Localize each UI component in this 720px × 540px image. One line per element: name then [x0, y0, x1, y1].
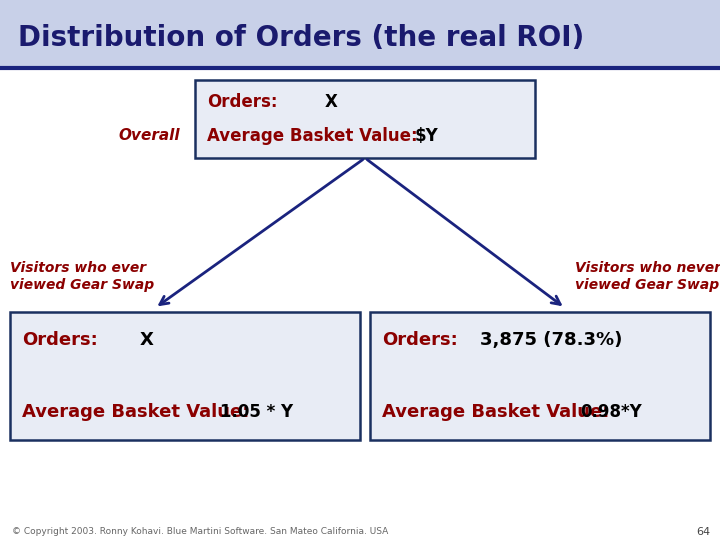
Text: Visitors who never: Visitors who never	[575, 261, 720, 275]
Text: Visitors who ever: Visitors who ever	[10, 261, 146, 275]
Text: Average Basket Value:: Average Basket Value:	[207, 127, 423, 145]
Text: 0.98*Y: 0.98*Y	[580, 403, 642, 421]
FancyBboxPatch shape	[370, 312, 710, 440]
Text: Orders:: Orders:	[207, 93, 277, 111]
Text: Orders:: Orders:	[22, 331, 98, 349]
Text: 1.05 * Y: 1.05 * Y	[220, 403, 293, 421]
Text: X: X	[140, 331, 154, 349]
Text: © Copyright 2003. Ronny Kohavi. Blue Martini Software. San Mateo California. USA: © Copyright 2003. Ronny Kohavi. Blue Mar…	[12, 528, 388, 537]
FancyBboxPatch shape	[10, 312, 360, 440]
Text: Average Basket Value:: Average Basket Value:	[382, 403, 616, 421]
Text: viewed Gear Swap: viewed Gear Swap	[575, 278, 719, 292]
Text: Average Basket Value:: Average Basket Value:	[22, 403, 256, 421]
Text: $Y: $Y	[415, 127, 438, 145]
Text: Orders:: Orders:	[382, 331, 458, 349]
Bar	[0, 0, 720, 68]
Text: 3,875 (78.3%): 3,875 (78.3%)	[480, 331, 622, 349]
Text: X: X	[325, 93, 338, 111]
Bar	[0, 68, 720, 540]
Text: 64: 64	[696, 527, 710, 537]
Text: Overall: Overall	[118, 129, 180, 144]
FancyBboxPatch shape	[195, 80, 535, 158]
Text: viewed Gear Swap: viewed Gear Swap	[10, 278, 154, 292]
Text: Distribution of Orders (the real ROI): Distribution of Orders (the real ROI)	[18, 24, 584, 52]
